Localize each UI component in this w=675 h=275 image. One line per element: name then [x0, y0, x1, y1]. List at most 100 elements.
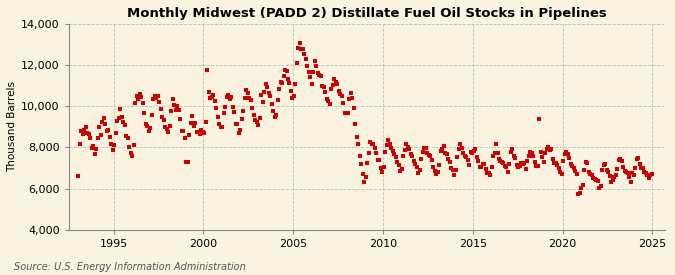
Point	[444, 160, 455, 164]
Point	[298, 46, 308, 51]
Point	[636, 166, 647, 170]
Point	[377, 170, 387, 174]
Point	[187, 114, 198, 118]
Point	[483, 171, 494, 175]
Point	[212, 114, 223, 119]
Point	[489, 151, 500, 155]
Point	[531, 164, 542, 168]
Point	[294, 41, 305, 45]
Point	[367, 142, 377, 147]
Point	[348, 106, 359, 110]
Point	[290, 82, 301, 87]
Point	[354, 154, 365, 158]
Point	[251, 120, 262, 124]
Point	[598, 163, 609, 167]
Point	[491, 142, 502, 146]
Point	[471, 154, 482, 159]
Point	[456, 146, 467, 150]
Point	[262, 85, 273, 89]
Point	[130, 101, 141, 106]
Point	[564, 156, 574, 161]
Point	[191, 130, 202, 134]
Point	[408, 159, 419, 164]
Point	[157, 115, 167, 119]
Point	[267, 109, 278, 114]
Point	[325, 102, 335, 106]
Point	[199, 131, 210, 136]
Point	[520, 167, 531, 171]
Point	[401, 142, 412, 147]
Point	[350, 122, 360, 126]
Point	[353, 142, 364, 146]
Point	[308, 70, 319, 74]
Point	[211, 106, 221, 111]
Point	[122, 136, 133, 141]
Point	[510, 155, 521, 160]
Point	[593, 179, 603, 183]
Point	[245, 98, 256, 102]
Point	[407, 154, 418, 158]
Point	[545, 148, 556, 153]
Point	[218, 111, 229, 115]
Point	[163, 129, 173, 134]
Point	[97, 120, 108, 124]
Point	[265, 94, 275, 99]
Point	[362, 161, 373, 165]
Point	[534, 116, 545, 121]
Point	[341, 111, 352, 116]
Point	[641, 171, 651, 175]
Point	[148, 97, 159, 101]
Point	[387, 149, 398, 153]
Point	[572, 172, 583, 177]
Point	[235, 128, 246, 132]
Point	[88, 144, 99, 148]
Point	[84, 132, 95, 136]
Point	[432, 170, 443, 175]
Point	[225, 95, 236, 100]
Point	[100, 122, 111, 127]
Point	[389, 152, 400, 156]
Point	[332, 82, 343, 86]
Point	[504, 162, 515, 166]
Point	[417, 150, 428, 154]
Point	[459, 153, 470, 158]
Point	[549, 161, 560, 165]
Point	[610, 173, 621, 178]
Point	[503, 170, 514, 174]
Point	[347, 96, 358, 100]
Point	[138, 101, 148, 106]
Point	[425, 153, 435, 158]
Point	[178, 128, 188, 133]
Point	[181, 160, 192, 164]
Point	[207, 95, 217, 99]
Point	[260, 82, 271, 87]
Point	[221, 95, 232, 99]
Point	[479, 161, 489, 166]
Point	[449, 172, 460, 177]
Point	[161, 127, 172, 131]
Point	[293, 46, 304, 50]
Point	[323, 99, 334, 103]
Point	[244, 96, 254, 100]
Point	[628, 172, 639, 177]
Point	[271, 113, 281, 117]
Point	[175, 117, 186, 121]
Point	[616, 159, 627, 164]
Point	[595, 183, 606, 188]
Point	[614, 158, 624, 162]
Point	[535, 150, 546, 154]
Point	[631, 157, 642, 161]
Point	[133, 97, 144, 101]
Point	[396, 167, 407, 171]
Point	[196, 128, 207, 133]
Point	[306, 82, 317, 86]
Point	[500, 164, 510, 168]
Point	[256, 93, 267, 97]
Point	[143, 129, 154, 134]
Point	[283, 76, 294, 81]
Point	[529, 160, 540, 164]
Point	[277, 81, 288, 86]
Point	[101, 129, 112, 134]
Point	[230, 122, 241, 126]
Point	[279, 68, 290, 73]
